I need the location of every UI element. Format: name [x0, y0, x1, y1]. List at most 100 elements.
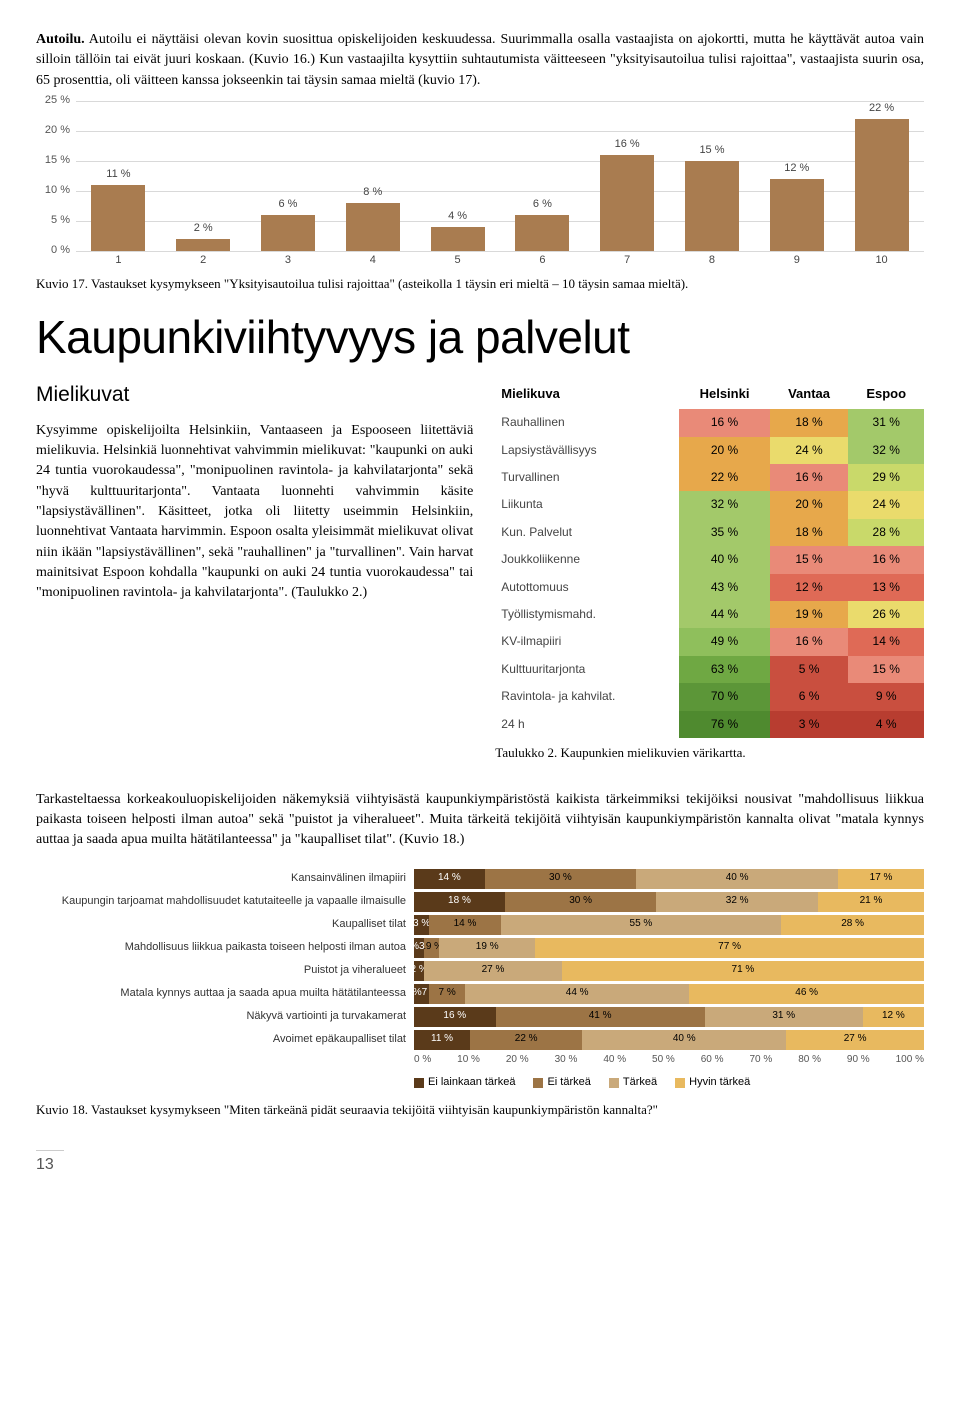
- heat-cell: 20 %: [770, 491, 849, 518]
- stacked-segment: 40 %: [636, 869, 838, 889]
- stacked-label: Kaupalliset tilat: [36, 917, 414, 933]
- legend-label: Ei tärkeä: [547, 1075, 590, 1091]
- heat-cell: 3 %: [770, 711, 849, 738]
- stacked-row: Avoimet epäkaupalliset tilat11 %22 %40 %…: [36, 1030, 924, 1050]
- heat-h2: Vantaa: [770, 380, 849, 409]
- legend-label: Tärkeä: [623, 1075, 657, 1091]
- stacked-row: Puistot ja viheralueet2 %27 %71 %: [36, 961, 924, 981]
- heat-row-label: Kun. Palvelut: [495, 519, 679, 546]
- heatmap-caption: Taulukko 2. Kaupunkien mielikuvien värik…: [495, 744, 924, 763]
- chart-18: Kansainvälinen ilmapiiri14 %30 %40 %17 %…: [36, 869, 924, 1091]
- chart17-bar: [770, 179, 824, 251]
- table-row: Turvallinen22 %16 %29 %: [495, 464, 924, 491]
- heat-h0: Mielikuva: [495, 380, 679, 409]
- stacked-segment: 71 %: [562, 961, 924, 981]
- stacked-xtick: 60 %: [701, 1053, 724, 1068]
- chart17-ytick: 25 %: [36, 93, 70, 109]
- intro-text: Autoilu ei näyttäisi olevan kovin suosit…: [36, 32, 924, 88]
- chart17-xtick: 5: [415, 253, 500, 269]
- chart17-value-label: 16 %: [615, 137, 640, 153]
- heat-h1: Helsinki: [679, 380, 769, 409]
- heat-cell: 32 %: [848, 437, 924, 464]
- chart17-xtick: 2: [161, 253, 246, 269]
- chart17-xtick: 8: [670, 253, 755, 269]
- stacked-label: Matala kynnys auttaa ja saada apua muilt…: [36, 986, 414, 1002]
- heat-cell: 14 %: [848, 628, 924, 655]
- chart17-ytick: 15 %: [36, 153, 70, 169]
- legend-label: Ei lainkaan tärkeä: [428, 1075, 515, 1091]
- heat-cell: 40 %: [679, 546, 769, 573]
- heatmap-table: Mielikuva Helsinki Vantaa Espoo Rauhalli…: [495, 380, 924, 738]
- table-row: Ravintola- ja kahvilat.70 %6 %9 %: [495, 683, 924, 710]
- legend-item: Hyvin tärkeä: [675, 1075, 750, 1091]
- chart17-value-label: 2 %: [194, 221, 213, 237]
- chart17-ytick: 0 %: [36, 243, 70, 259]
- heat-cell: 18 %: [770, 519, 849, 546]
- chart17-bar: [431, 227, 485, 251]
- heat-cell: 6 %: [770, 683, 849, 710]
- table-row: Kun. Palvelut35 %18 %28 %: [495, 519, 924, 546]
- chart17-xtick: 7: [585, 253, 670, 269]
- heat-row-label: Joukkoliikenne: [495, 546, 679, 573]
- stacked-segment: 19 %: [439, 938, 535, 958]
- stacked-segment: 2 %: [414, 961, 424, 981]
- chart17-bar: [515, 215, 569, 251]
- chart17-value-label: 6 %: [279, 197, 298, 213]
- chart17-bar: [91, 185, 145, 251]
- stacked-xtick: 30 %: [555, 1053, 578, 1068]
- chart17-value-label: 11 %: [106, 167, 130, 183]
- chart17-xtick: 3: [246, 253, 331, 269]
- legend-swatch: [609, 1078, 619, 1088]
- stacked-segment: 3 %: [414, 915, 429, 935]
- chart17-value-label: 12 %: [784, 161, 809, 177]
- stacked-row: Matala kynnys auttaa ja saada apua muilt…: [36, 984, 924, 1004]
- table-row: Autottomuus43 %12 %13 %: [495, 574, 924, 601]
- chart17-ytick: 5 %: [36, 213, 70, 229]
- heat-cell: 32 %: [679, 491, 769, 518]
- heat-cell: 43 %: [679, 574, 769, 601]
- chart17-xtick: 6: [500, 253, 585, 269]
- chart17-value-label: 15 %: [699, 143, 724, 159]
- stacked-segment: 14 %: [414, 869, 485, 889]
- body-para-2: Kysyimme opiskelijoilta Helsinkiin, Vant…: [36, 421, 473, 604]
- chart-18-caption: Kuvio 18. Vastaukset kysymykseen "Miten …: [36, 1101, 924, 1120]
- heat-row-label: Ravintola- ja kahvilat.: [495, 683, 679, 710]
- stacked-segment: 21 %: [818, 892, 924, 912]
- stacked-segment: 27 %: [786, 1030, 924, 1050]
- stacked-segment: 77 %: [535, 938, 924, 958]
- stacked-label: Näkyvä vartiointi ja turvakamerat: [36, 1009, 414, 1025]
- heat-cell: 4 %: [848, 711, 924, 738]
- stacked-xtick: 100 %: [896, 1053, 924, 1068]
- stacked-row: Näkyvä vartiointi ja turvakamerat16 %41 …: [36, 1007, 924, 1027]
- chart17-bar: [855, 119, 909, 251]
- heat-cell: 18 %: [770, 409, 849, 436]
- stacked-segment: 16 %: [414, 1007, 496, 1027]
- subheading: Mielikuvat: [36, 380, 473, 410]
- stacked-row: Kaupungin tarjoamat mahdollisuudet katut…: [36, 892, 924, 912]
- heat-cell: 28 %: [848, 519, 924, 546]
- heat-cell: 13 %: [848, 574, 924, 601]
- heat-cell: 44 %: [679, 601, 769, 628]
- legend-swatch: [675, 1078, 685, 1088]
- intro-paragraph: Autoilu. Autoilu ei näyttäisi olevan kov…: [36, 30, 924, 91]
- stacked-segment: 40 %: [582, 1030, 786, 1050]
- stacked-segment: 14 %: [429, 915, 500, 935]
- stacked-segment: 31 %: [705, 1007, 863, 1027]
- stacked-segment: 41 %: [496, 1007, 705, 1027]
- table-row: KV-ilmapiiri49 %16 %14 %: [495, 628, 924, 655]
- table-row: Liikunta32 %20 %24 %: [495, 491, 924, 518]
- chart17-value-label: 22 %: [869, 101, 894, 117]
- heat-row-label: Kulttuuritarjonta: [495, 656, 679, 683]
- chart17-bar: [685, 161, 739, 251]
- heat-cell: 16 %: [679, 409, 769, 436]
- heat-cell: 63 %: [679, 656, 769, 683]
- stacked-label: Kansainvälinen ilmapiiri: [36, 871, 414, 887]
- stacked-segment: 22 %: [470, 1030, 582, 1050]
- stacked-xtick: 90 %: [847, 1053, 870, 1068]
- heat-row-label: Rauhallinen: [495, 409, 679, 436]
- stacked-segment: 7 %: [429, 984, 465, 1004]
- stacked-xtick: 50 %: [652, 1053, 675, 1068]
- heat-cell: 31 %: [848, 409, 924, 436]
- heat-cell: 35 %: [679, 519, 769, 546]
- heat-cell: 49 %: [679, 628, 769, 655]
